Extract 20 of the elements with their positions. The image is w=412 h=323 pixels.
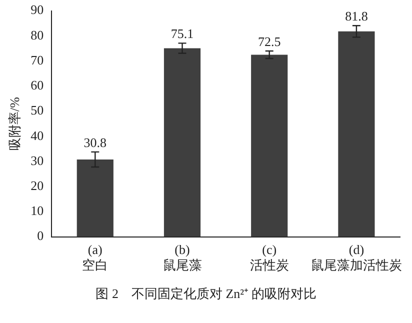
data-label: 75.1 xyxy=(170,26,194,42)
x-tick-label: (a) 空白 xyxy=(82,242,108,273)
y-tick-label: 60 xyxy=(30,78,44,93)
y-tick-label: 80 xyxy=(30,27,44,42)
text: 图 2 不同固定化质对 Zn²⁺ 的吸附对比 xyxy=(94,285,318,303)
y-tick-label: 90 xyxy=(30,2,44,18)
data-label: 81.8 xyxy=(345,8,368,24)
y-tick-label: 10 xyxy=(30,203,44,218)
y-tick-label: 20 xyxy=(30,178,44,193)
data-label: 72.5 xyxy=(258,34,281,49)
y-tick-label: 30 xyxy=(30,152,44,168)
x-tick-label: (b) 鼠尾藻 xyxy=(162,242,202,273)
y-tick-label: 0 xyxy=(37,228,44,244)
y-tick-label: 50 xyxy=(30,102,44,118)
x-tick-label: (d) 鼠尾藻加活性炭 xyxy=(310,242,402,273)
y-axis-title: 吸附率/% xyxy=(7,96,22,151)
x-tick-label: (c) 活性炭 xyxy=(250,242,289,273)
y-tick-label: 40 xyxy=(30,128,44,143)
y-tick-label: 70 xyxy=(30,52,44,68)
data-label: 30.8 xyxy=(84,134,107,150)
